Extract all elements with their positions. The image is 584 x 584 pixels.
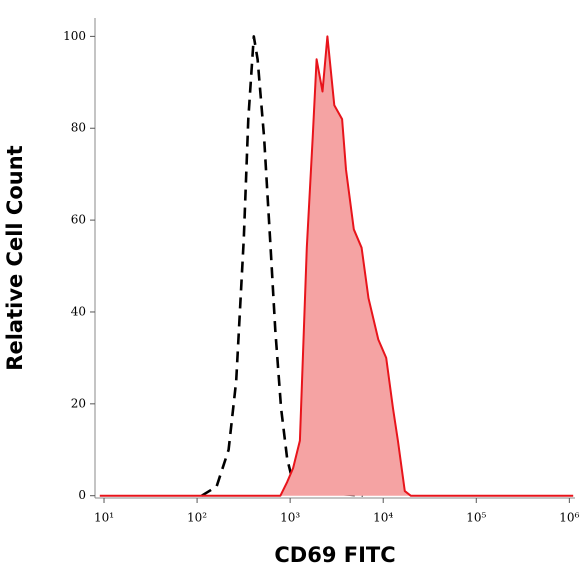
- y-tick-label: 0: [78, 488, 86, 502]
- area: [99, 36, 574, 496]
- line: [99, 35, 574, 497]
- y-tick-label: 60: [71, 213, 86, 227]
- x-tick-label: 10⁶: [559, 511, 579, 525]
- y-tick-label: 40: [71, 304, 86, 318]
- y-tick-label: 100: [63, 29, 86, 43]
- x-axis-label: CD69 FITC: [274, 543, 395, 567]
- x-tick-label: 10³: [280, 511, 300, 525]
- x-tick-label: 10⁵: [466, 511, 486, 525]
- x-tick-label: 10⁴: [373, 511, 393, 525]
- y-tick-label: 80: [71, 121, 86, 135]
- x-tick-label: 10²: [187, 511, 207, 525]
- x-tick-label: 10¹: [94, 511, 114, 525]
- y-axis-label: Relative Cell Count: [3, 145, 27, 370]
- y-tick-label: 20: [71, 396, 86, 410]
